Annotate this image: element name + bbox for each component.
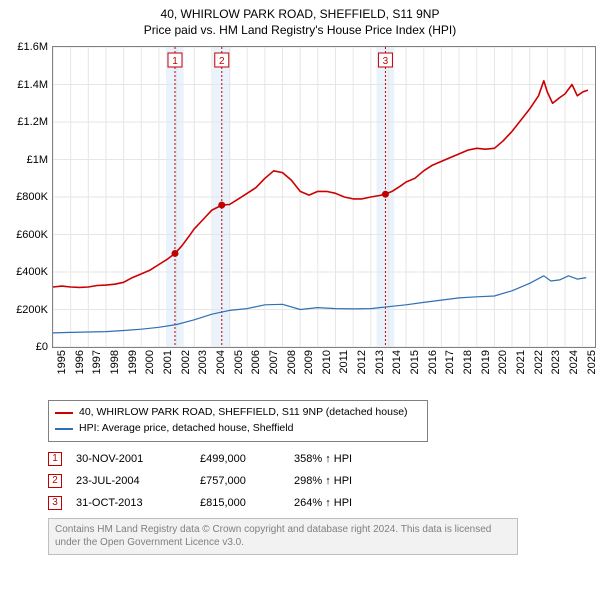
x-tick-label: 2024 <box>568 350 580 390</box>
legend-swatch <box>55 428 73 430</box>
sale-price: £499,000 <box>200 453 280 465</box>
x-tick-label: 2025 <box>586 350 598 390</box>
x-tick-label: 1997 <box>91 350 103 390</box>
sale-price: £815,000 <box>200 497 280 509</box>
sale-marker-icon: 2 <box>48 474 62 488</box>
x-tick-label: 1995 <box>56 350 68 390</box>
x-tick-label: 2007 <box>268 350 280 390</box>
sale-date: 30-NOV-2001 <box>76 453 186 465</box>
x-tick-label: 2012 <box>356 350 368 390</box>
x-tick-label: 2017 <box>444 350 456 390</box>
y-tick-label: £800K <box>0 191 48 203</box>
x-tick-label: 2008 <box>286 350 298 390</box>
y-tick-label: £1M <box>0 154 48 166</box>
x-tick-label: 2000 <box>144 350 156 390</box>
x-tick-label: 2014 <box>391 350 403 390</box>
legend-row: HPI: Average price, detached house, Shef… <box>55 421 421 437</box>
sale-marker-icon: 1 <box>48 452 62 466</box>
legend-label: 40, WHIRLOW PARK ROAD, SHEFFIELD, S11 9N… <box>79 405 408 421</box>
x-tick-label: 2001 <box>162 350 174 390</box>
x-tick-label: 2009 <box>303 350 315 390</box>
x-tick-label: 2004 <box>215 350 227 390</box>
x-tick-label: 2019 <box>480 350 492 390</box>
legend-label: HPI: Average price, detached house, Shef… <box>79 421 293 437</box>
legend-swatch <box>55 412 73 414</box>
y-tick-label: £400K <box>0 266 48 278</box>
x-tick-label: 2016 <box>427 350 439 390</box>
svg-text:1: 1 <box>172 56 178 67</box>
sale-row: 2 23-JUL-2004 £757,000 298% ↑ HPI <box>48 470 600 492</box>
sale-marker-icon: 3 <box>48 496 62 510</box>
price-chart: 1 2 3 <box>53 47 595 347</box>
x-tick-label: 1999 <box>127 350 139 390</box>
sale-date: 23-JUL-2004 <box>76 475 186 487</box>
y-tick-label: £1.4M <box>0 79 48 91</box>
x-tick-label: 2020 <box>497 350 509 390</box>
sales-table: 1 30-NOV-2001 £499,000 358% ↑ HPI 2 23-JUL-20… <box>48 448 600 514</box>
x-tick-label: 2005 <box>233 350 245 390</box>
svg-text:2: 2 <box>219 56 225 67</box>
footnote: Contains HM Land Registry data © Crown c… <box>48 518 518 555</box>
y-tick-label: £1.2M <box>0 116 48 128</box>
x-tick-label: 2018 <box>462 350 474 390</box>
svg-text:3: 3 <box>383 56 389 67</box>
legend-row: 40, WHIRLOW PARK ROAD, SHEFFIELD, S11 9N… <box>55 405 421 421</box>
sale-hpi: 298% ↑ HPI <box>294 475 404 487</box>
legend: 40, WHIRLOW PARK ROAD, SHEFFIELD, S11 9N… <box>48 400 428 442</box>
chart-subtitle: Price paid vs. HM Land Registry's House … <box>0 22 600 38</box>
x-tick-label: 2010 <box>321 350 333 390</box>
x-tick-label: 2006 <box>250 350 262 390</box>
x-tick-label: 2015 <box>409 350 421 390</box>
x-tick-label: 2002 <box>180 350 192 390</box>
sale-price: £757,000 <box>200 475 280 487</box>
sale-hpi: 264% ↑ HPI <box>294 497 404 509</box>
x-tick-label: 2022 <box>533 350 545 390</box>
sale-row: 1 30-NOV-2001 £499,000 358% ↑ HPI <box>48 448 600 470</box>
sale-date: 31-OCT-2013 <box>76 497 186 509</box>
x-tick-label: 2023 <box>550 350 562 390</box>
x-tick-label: 2021 <box>515 350 527 390</box>
x-tick-label: 2011 <box>338 350 350 390</box>
x-tick-label: 1996 <box>74 350 86 390</box>
chart-area: £0£200K£400K£600K£800K£1M£1.2M£1.4M£1.6M… <box>4 46 596 398</box>
y-tick-label: £200K <box>0 304 48 316</box>
y-tick-label: £600K <box>0 229 48 241</box>
x-tick-label: 2013 <box>374 350 386 390</box>
y-tick-label: £1.6M <box>0 41 48 53</box>
y-tick-label: £0 <box>0 341 48 353</box>
x-tick-label: 1998 <box>109 350 121 390</box>
sale-hpi: 358% ↑ HPI <box>294 453 404 465</box>
chart-title: 40, WHIRLOW PARK ROAD, SHEFFIELD, S11 9N… <box>0 6 600 22</box>
x-tick-label: 2003 <box>197 350 209 390</box>
sale-row: 3 31-OCT-2013 £815,000 264% ↑ HPI <box>48 492 600 514</box>
